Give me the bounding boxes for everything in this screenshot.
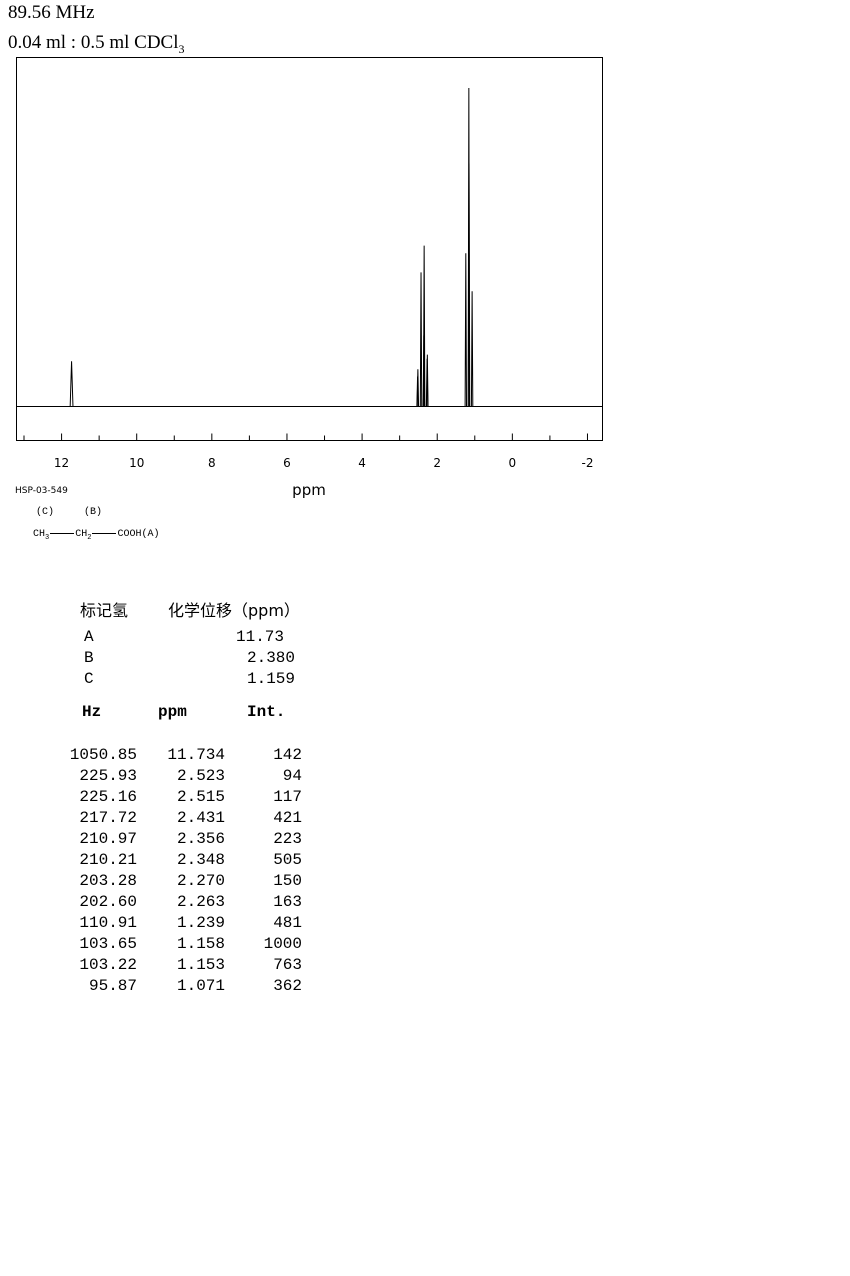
peak-table-cell: 94 — [282, 767, 302, 785]
nmr-spectrum-chart: 12 10 8 6 4 2 0 -2 ppm — [16, 57, 603, 499]
peak-table-cell: 1.071 — [176, 977, 225, 995]
spectrum-peak — [422, 245, 426, 407]
peak-table-cell: 11.734 — [167, 746, 225, 764]
spectrum-peak — [426, 354, 429, 407]
peak-table-cell: 2.356 — [176, 830, 225, 848]
peak-col-ppm: ppm — [158, 703, 187, 721]
assignment-row-shift: 11.73 — [235, 628, 284, 646]
peak-table-cell: 2.270 — [176, 872, 225, 890]
plot-frame — [16, 57, 603, 441]
peak-table-cell: 2.523 — [176, 767, 225, 785]
peak-table-cell: 103.65 — [79, 935, 137, 953]
x-tick-label: 4 — [358, 456, 366, 470]
x-tick-label: 6 — [283, 456, 291, 470]
peak-table-cell: 421 — [273, 809, 302, 827]
peak-table-cell: 763 — [273, 956, 302, 974]
x-axis: 12 10 8 6 4 2 0 -2 — [23, 433, 593, 470]
spectrum-peak — [69, 361, 74, 407]
bond-line — [50, 532, 75, 534]
assignment-row-label: B — [84, 649, 94, 667]
spectrum-trace — [16, 87, 603, 407]
molecular-formula: CH3 CH2 COOH(A) — [33, 524, 159, 546]
ch2-subscript: 2 — [87, 534, 92, 542]
peak-table-cell: 1.239 — [176, 914, 225, 932]
x-tick-label: 8 — [208, 456, 216, 470]
spectrum-peak — [464, 253, 468, 407]
spectrometer-frequency: 89.56 MHz — [8, 2, 95, 23]
peak-table-cell: 1.158 — [176, 935, 225, 953]
spectrum-peak — [470, 291, 474, 407]
spectrum-code: HSP-03-549 — [15, 486, 68, 496]
peak-table-cell: 362 — [273, 977, 302, 995]
peak-table-cell: 163 — [273, 893, 302, 911]
assignment-col-shift: 化学位移（ppm） — [168, 601, 300, 620]
peak-table-cell: 2.348 — [176, 851, 225, 869]
assignment-row-shift: 1.159 — [246, 670, 295, 688]
peak-col-hz: Hz — [82, 703, 102, 721]
peak-table-cell: 225.93 — [79, 767, 137, 785]
ch3-group: CH — [33, 529, 46, 540]
peak-table-cell: 1050.85 — [69, 746, 137, 764]
x-tick-label: 0 — [509, 456, 517, 470]
peak-table-cell: 150 — [273, 872, 302, 890]
x-tick-label: -2 — [581, 456, 593, 470]
peak-table-cell: 210.97 — [79, 830, 137, 848]
cooh-group: COOH(A) — [117, 529, 160, 540]
peak-table-cell: 217.72 — [79, 809, 137, 827]
spectrum-peak — [419, 272, 423, 407]
peak-table-cell: 95.87 — [88, 977, 137, 995]
peak-table-cell: 117 — [273, 788, 302, 806]
spectrum-peak — [467, 163, 471, 407]
peak-table-cell: 210.21 — [79, 851, 137, 869]
peak-table-cell: 203.28 — [79, 872, 137, 890]
peak-table-cell: 1.153 — [176, 956, 225, 974]
x-tick-label: 12 — [54, 456, 69, 470]
sample-text: 0.04 ml : 0.5 ml CDCl — [8, 32, 179, 53]
x-tick-label: 10 — [129, 456, 144, 470]
peak-table-cell: 225.16 — [79, 788, 137, 806]
assignment-row-label: A — [84, 628, 94, 646]
label-c: (C) — [36, 507, 55, 518]
peak-table-cell: 1000 — [263, 935, 302, 953]
x-tick-label: 2 — [433, 456, 441, 470]
peak-table-cell: 110.91 — [79, 914, 137, 932]
peak-table-cell: 2.515 — [176, 788, 225, 806]
assignment-row-shift: 2.380 — [246, 649, 295, 667]
peak-table-cell: 481 — [273, 914, 302, 932]
peak-table-cell: 202.60 — [79, 893, 137, 911]
sample-subscript: 3 — [178, 41, 185, 56]
peak-table-cell: 505 — [273, 851, 302, 869]
peak-table-cell: 223 — [273, 830, 302, 848]
bond-line — [92, 532, 117, 534]
peak-table-cell: 2.263 — [176, 893, 225, 911]
assignment-row-label: C — [84, 670, 94, 688]
assignment-col-label: 标记氢 — [80, 601, 129, 620]
spectrum-peak — [416, 369, 420, 407]
peak-table-cell: 142 — [273, 746, 302, 764]
ch3-subscript: 3 — [45, 534, 50, 542]
peak-col-int: Int. — [247, 703, 286, 721]
peak-table-cell: 103.22 — [79, 956, 137, 974]
label-b: (B) — [84, 507, 103, 518]
peak-table-cell: 2.431 — [176, 809, 225, 827]
ch2-group: CH — [75, 529, 88, 540]
sample-concentration: 0.04 ml : 0.5 ml CDCl3 — [8, 32, 185, 57]
x-axis-label: ppm — [292, 481, 326, 499]
